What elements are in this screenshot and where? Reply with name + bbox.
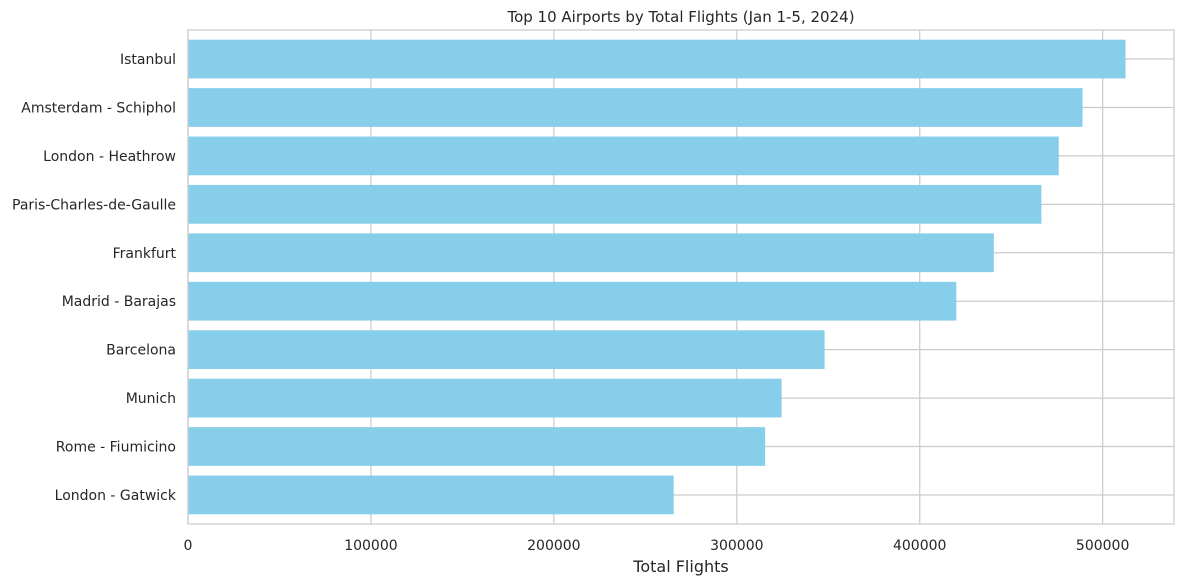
bar-istanbul — [188, 39, 1126, 79]
y-tick-label: Madrid - Barajas — [62, 294, 176, 310]
x-tick-label: 400000 — [893, 538, 946, 554]
bars — [188, 39, 1126, 515]
plot-frame — [187, 29, 1175, 525]
y-tick-label: Amsterdam - Schiphol — [21, 100, 176, 116]
bar-london-gatwick — [188, 475, 674, 515]
y-tick-label: Munich — [126, 391, 176, 407]
y-tick-label: Barcelona — [106, 343, 176, 359]
bar-london-heathrow — [188, 136, 1059, 176]
x-tick-label: 100000 — [344, 538, 397, 554]
bar-barcelona — [188, 330, 825, 370]
bar-madrid-barajas — [188, 281, 957, 321]
y-tick-label: Rome - Fiumicino — [56, 440, 176, 456]
bar-frankfurt — [188, 233, 994, 273]
chart-title: Top 10 Airports by Total Flights (Jan 1-… — [506, 8, 854, 26]
y-tick-label: Frankfurt — [113, 246, 177, 262]
x-axis-label: Total Flights — [632, 557, 728, 576]
x-tick-label: 500000 — [1076, 538, 1129, 554]
x-tick-labels: 0 100000 200000 300000 400000 500000 — [184, 538, 1130, 554]
bar-amsterdam-schiphol — [188, 88, 1083, 127]
y-tick-label: Istanbul — [120, 52, 176, 68]
y-tick-label: Paris-Charles-de-Gaulle — [12, 197, 176, 213]
y-tick-label: London - Heathrow — [43, 149, 176, 165]
y-tick-labels: Istanbul Amsterdam - Schiphol London - Hea… — [12, 52, 177, 504]
y-tick-label: London - Gatwick — [55, 488, 177, 504]
x-tick-label: 0 — [184, 538, 193, 554]
bar-paris-charles-de-gaulle — [188, 184, 1042, 224]
x-tick-label: 200000 — [527, 538, 580, 554]
bar-munich — [188, 378, 782, 418]
bar-rome-fiumicino — [188, 427, 766, 466]
x-tick-label: 300000 — [710, 538, 763, 554]
